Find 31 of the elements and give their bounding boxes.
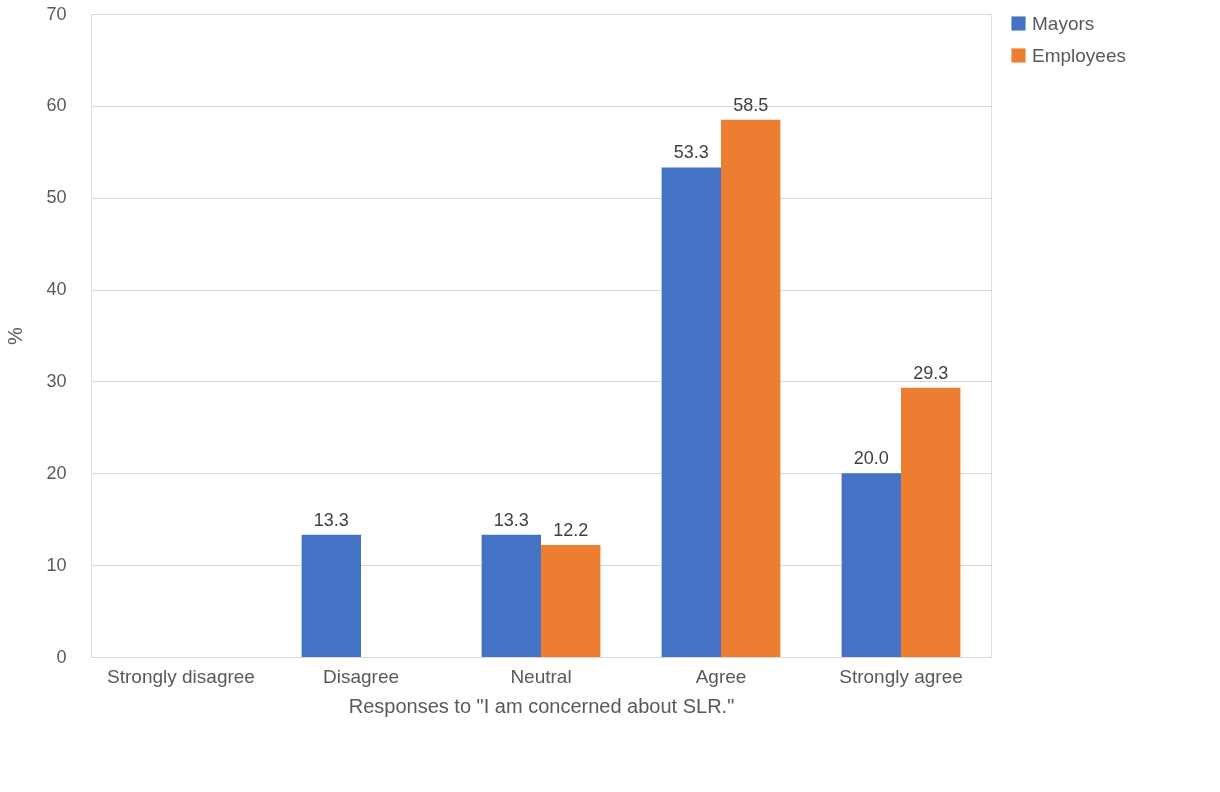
x-tick-label: Disagree	[322, 665, 400, 687]
y-tick-label: 40	[46, 279, 67, 300]
bar	[841, 473, 901, 657]
legend-label: Employees	[1032, 44, 1126, 66]
bar	[481, 534, 541, 657]
legend-label: Mayors	[1032, 12, 1095, 34]
bar	[721, 119, 781, 657]
data-label: 53.3	[673, 142, 709, 163]
y-tick-label: 0	[56, 646, 67, 667]
x-tick-label: Neutral	[510, 665, 572, 687]
y-axis-title: %	[4, 326, 27, 345]
data-label: 12.2	[553, 519, 589, 540]
data-label: 29.3	[913, 362, 949, 383]
y-tick-label: 70	[46, 3, 67, 24]
x-tick-label: Strongly agree	[839, 665, 963, 687]
data-label: 20.0	[853, 448, 889, 469]
y-tick-label: 10	[46, 554, 67, 575]
bar	[661, 167, 721, 657]
data-label: 13.3	[313, 509, 349, 530]
y-tick-label: 60	[46, 95, 67, 116]
y-tick-label: 50	[46, 187, 67, 208]
y-tick-label: 20	[46, 462, 67, 483]
data-label: 58.5	[733, 94, 769, 115]
x-tick-label: Strongly disagree	[107, 665, 255, 687]
y-tick-label: 30	[46, 370, 67, 391]
x-tick-label: Agree	[695, 665, 747, 687]
bar	[541, 544, 601, 657]
x-axis-title: Responses to "I am concerned about SLR."	[348, 694, 735, 717]
bar	[901, 387, 961, 657]
data-label: 13.3	[493, 509, 529, 530]
bar	[301, 534, 361, 657]
